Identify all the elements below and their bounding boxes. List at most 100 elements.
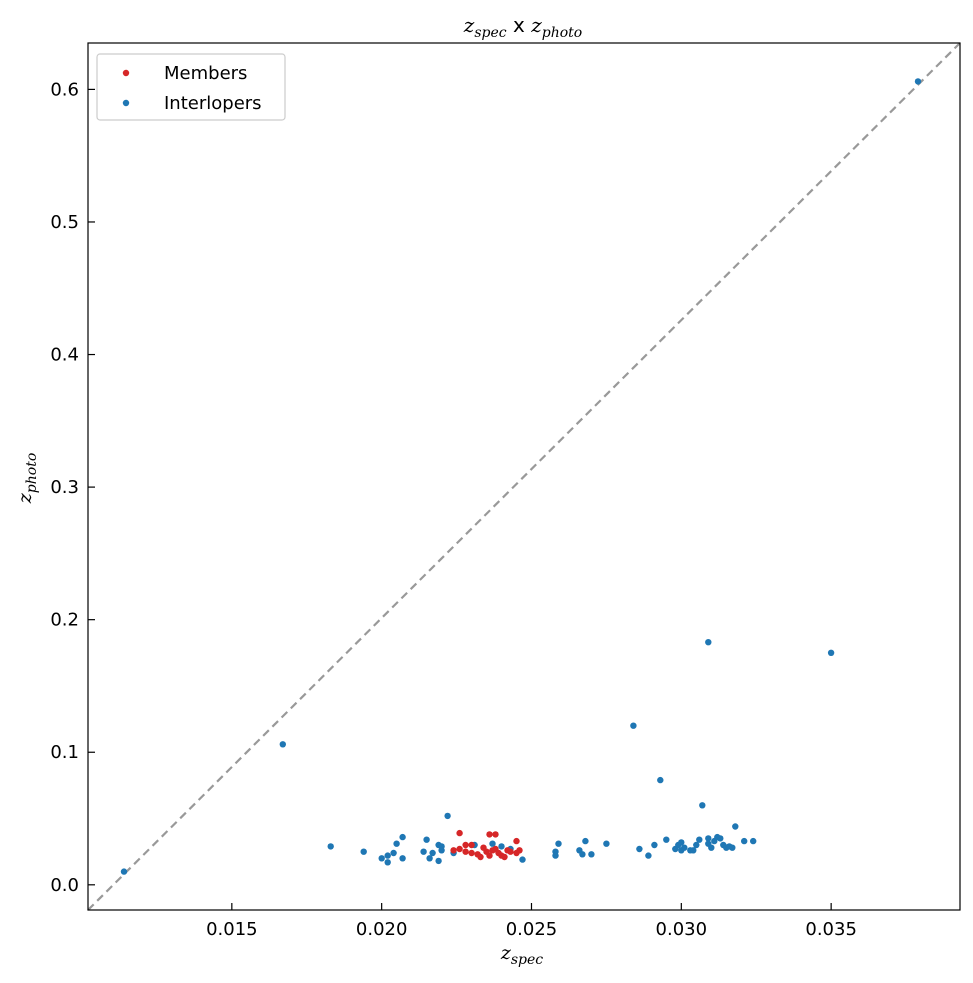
legend-marker-members	[122, 69, 130, 77]
x-tick-label: 0.035	[805, 919, 857, 940]
data-point-interlopers	[393, 840, 400, 847]
data-point-interlopers	[498, 843, 505, 850]
x-axis-label-sub: spec	[511, 952, 543, 968]
data-point-interlopers	[420, 848, 427, 855]
y-tick-label: 0.3	[50, 477, 79, 498]
data-point-interlopers	[378, 855, 385, 862]
data-point-members	[486, 852, 493, 859]
data-point-members	[468, 841, 475, 849]
data-point-interlopers	[399, 855, 406, 862]
y-axis-label-sub: photo	[24, 453, 40, 493]
plot-frame	[87, 42, 961, 911]
title-separator: x	[507, 13, 532, 37]
data-point-members	[486, 831, 493, 838]
data-point-interlopers	[579, 851, 586, 858]
data-point-interlopers	[729, 844, 736, 851]
data-point-members	[495, 849, 502, 857]
points-layer	[120, 78, 922, 875]
title-sub-photo: photo	[542, 25, 582, 41]
data-point-members	[456, 829, 463, 837]
data-point-members	[462, 848, 469, 855]
data-point-interlopers	[429, 849, 436, 857]
data-point-interlopers	[120, 868, 128, 875]
data-point-interlopers	[399, 833, 406, 841]
data-point-interlopers	[555, 840, 562, 847]
data-point-members	[477, 853, 484, 861]
data-point-interlopers	[914, 78, 922, 85]
data-point-interlopers	[732, 823, 739, 830]
data-point-interlopers	[651, 841, 658, 849]
data-point-interlopers	[690, 847, 697, 854]
data-point-interlopers	[390, 849, 397, 857]
legend: Members Interlopers	[96, 53, 286, 121]
title-sub-spec: spec	[474, 25, 506, 41]
data-point-interlopers	[519, 856, 526, 863]
data-point-interlopers	[423, 836, 430, 843]
legend-label-members: Members	[164, 63, 247, 84]
x-axis-label: zspec	[500, 942, 543, 968]
data-point-interlopers	[681, 844, 688, 851]
data-point-interlopers	[489, 840, 496, 847]
data-point-members	[504, 847, 511, 854]
title-z-spec: z	[463, 13, 475, 37]
data-point-interlopers	[705, 835, 712, 842]
data-point-interlopers	[360, 848, 367, 855]
data-point-interlopers	[663, 836, 670, 843]
ticks-layer: 0.015 0.020 0.025 0.030 0.035 0.0 0.1 0.2 0.3 0.4…	[50, 79, 857, 940]
data-point-members	[501, 853, 508, 861]
data-point-interlopers	[588, 851, 595, 858]
series-interlopers	[120, 78, 922, 875]
data-point-interlopers	[438, 843, 445, 850]
identity-reference-line	[87, 42, 961, 911]
y-tick-label: 0.5	[50, 212, 79, 233]
data-point-interlopers	[636, 845, 643, 853]
data-point-members	[450, 847, 457, 854]
data-point-interlopers	[327, 843, 334, 850]
y-axis-label: zphoto	[14, 453, 40, 504]
data-point-interlopers	[693, 841, 700, 849]
x-tick-label: 0.025	[506, 919, 558, 940]
data-point-interlopers	[435, 857, 442, 865]
legend-box	[96, 53, 286, 121]
data-point-interlopers	[827, 649, 835, 656]
data-point-interlopers	[741, 837, 748, 845]
data-point-interlopers	[552, 852, 559, 859]
data-point-interlopers	[678, 839, 685, 846]
x-tick-label: 0.020	[356, 919, 408, 940]
series-members	[450, 829, 523, 861]
title-z-photo: z	[530, 13, 542, 37]
data-point-interlopers	[708, 844, 715, 851]
x-tick-label: 0.015	[206, 919, 258, 940]
chart-title: zspec x zphoto	[463, 13, 582, 41]
data-point-members	[462, 841, 469, 849]
data-point-interlopers	[645, 852, 652, 859]
y-tick-label: 0.2	[50, 610, 79, 631]
y-tick-label: 0.4	[50, 345, 79, 366]
data-point-interlopers	[699, 802, 706, 809]
data-point-members	[513, 837, 520, 845]
legend-label-interlopers: Interlopers	[164, 93, 262, 114]
data-point-interlopers	[582, 837, 589, 845]
y-tick-label: 0.0	[50, 875, 79, 896]
data-point-members	[516, 847, 523, 854]
data-point-interlopers	[750, 837, 757, 845]
y-axis-label-main: z	[14, 492, 36, 504]
data-point-members	[468, 849, 475, 857]
data-point-members	[492, 831, 499, 838]
data-point-interlopers	[696, 836, 703, 843]
data-point-interlopers	[657, 776, 664, 784]
x-axis-label-main: z	[500, 942, 512, 964]
x-tick-label: 0.030	[656, 919, 708, 940]
legend-marker-interlopers	[122, 99, 130, 107]
data-point-interlopers	[384, 859, 391, 866]
data-point-interlopers	[384, 852, 391, 859]
data-point-interlopers	[603, 840, 610, 847]
data-point-interlopers	[705, 639, 712, 646]
y-tick-label: 0.1	[50, 742, 79, 763]
data-point-interlopers	[279, 741, 286, 748]
data-point-interlopers	[426, 855, 433, 862]
reference-line-layer	[87, 42, 961, 911]
data-point-interlopers	[444, 812, 451, 820]
data-point-interlopers	[717, 835, 724, 842]
